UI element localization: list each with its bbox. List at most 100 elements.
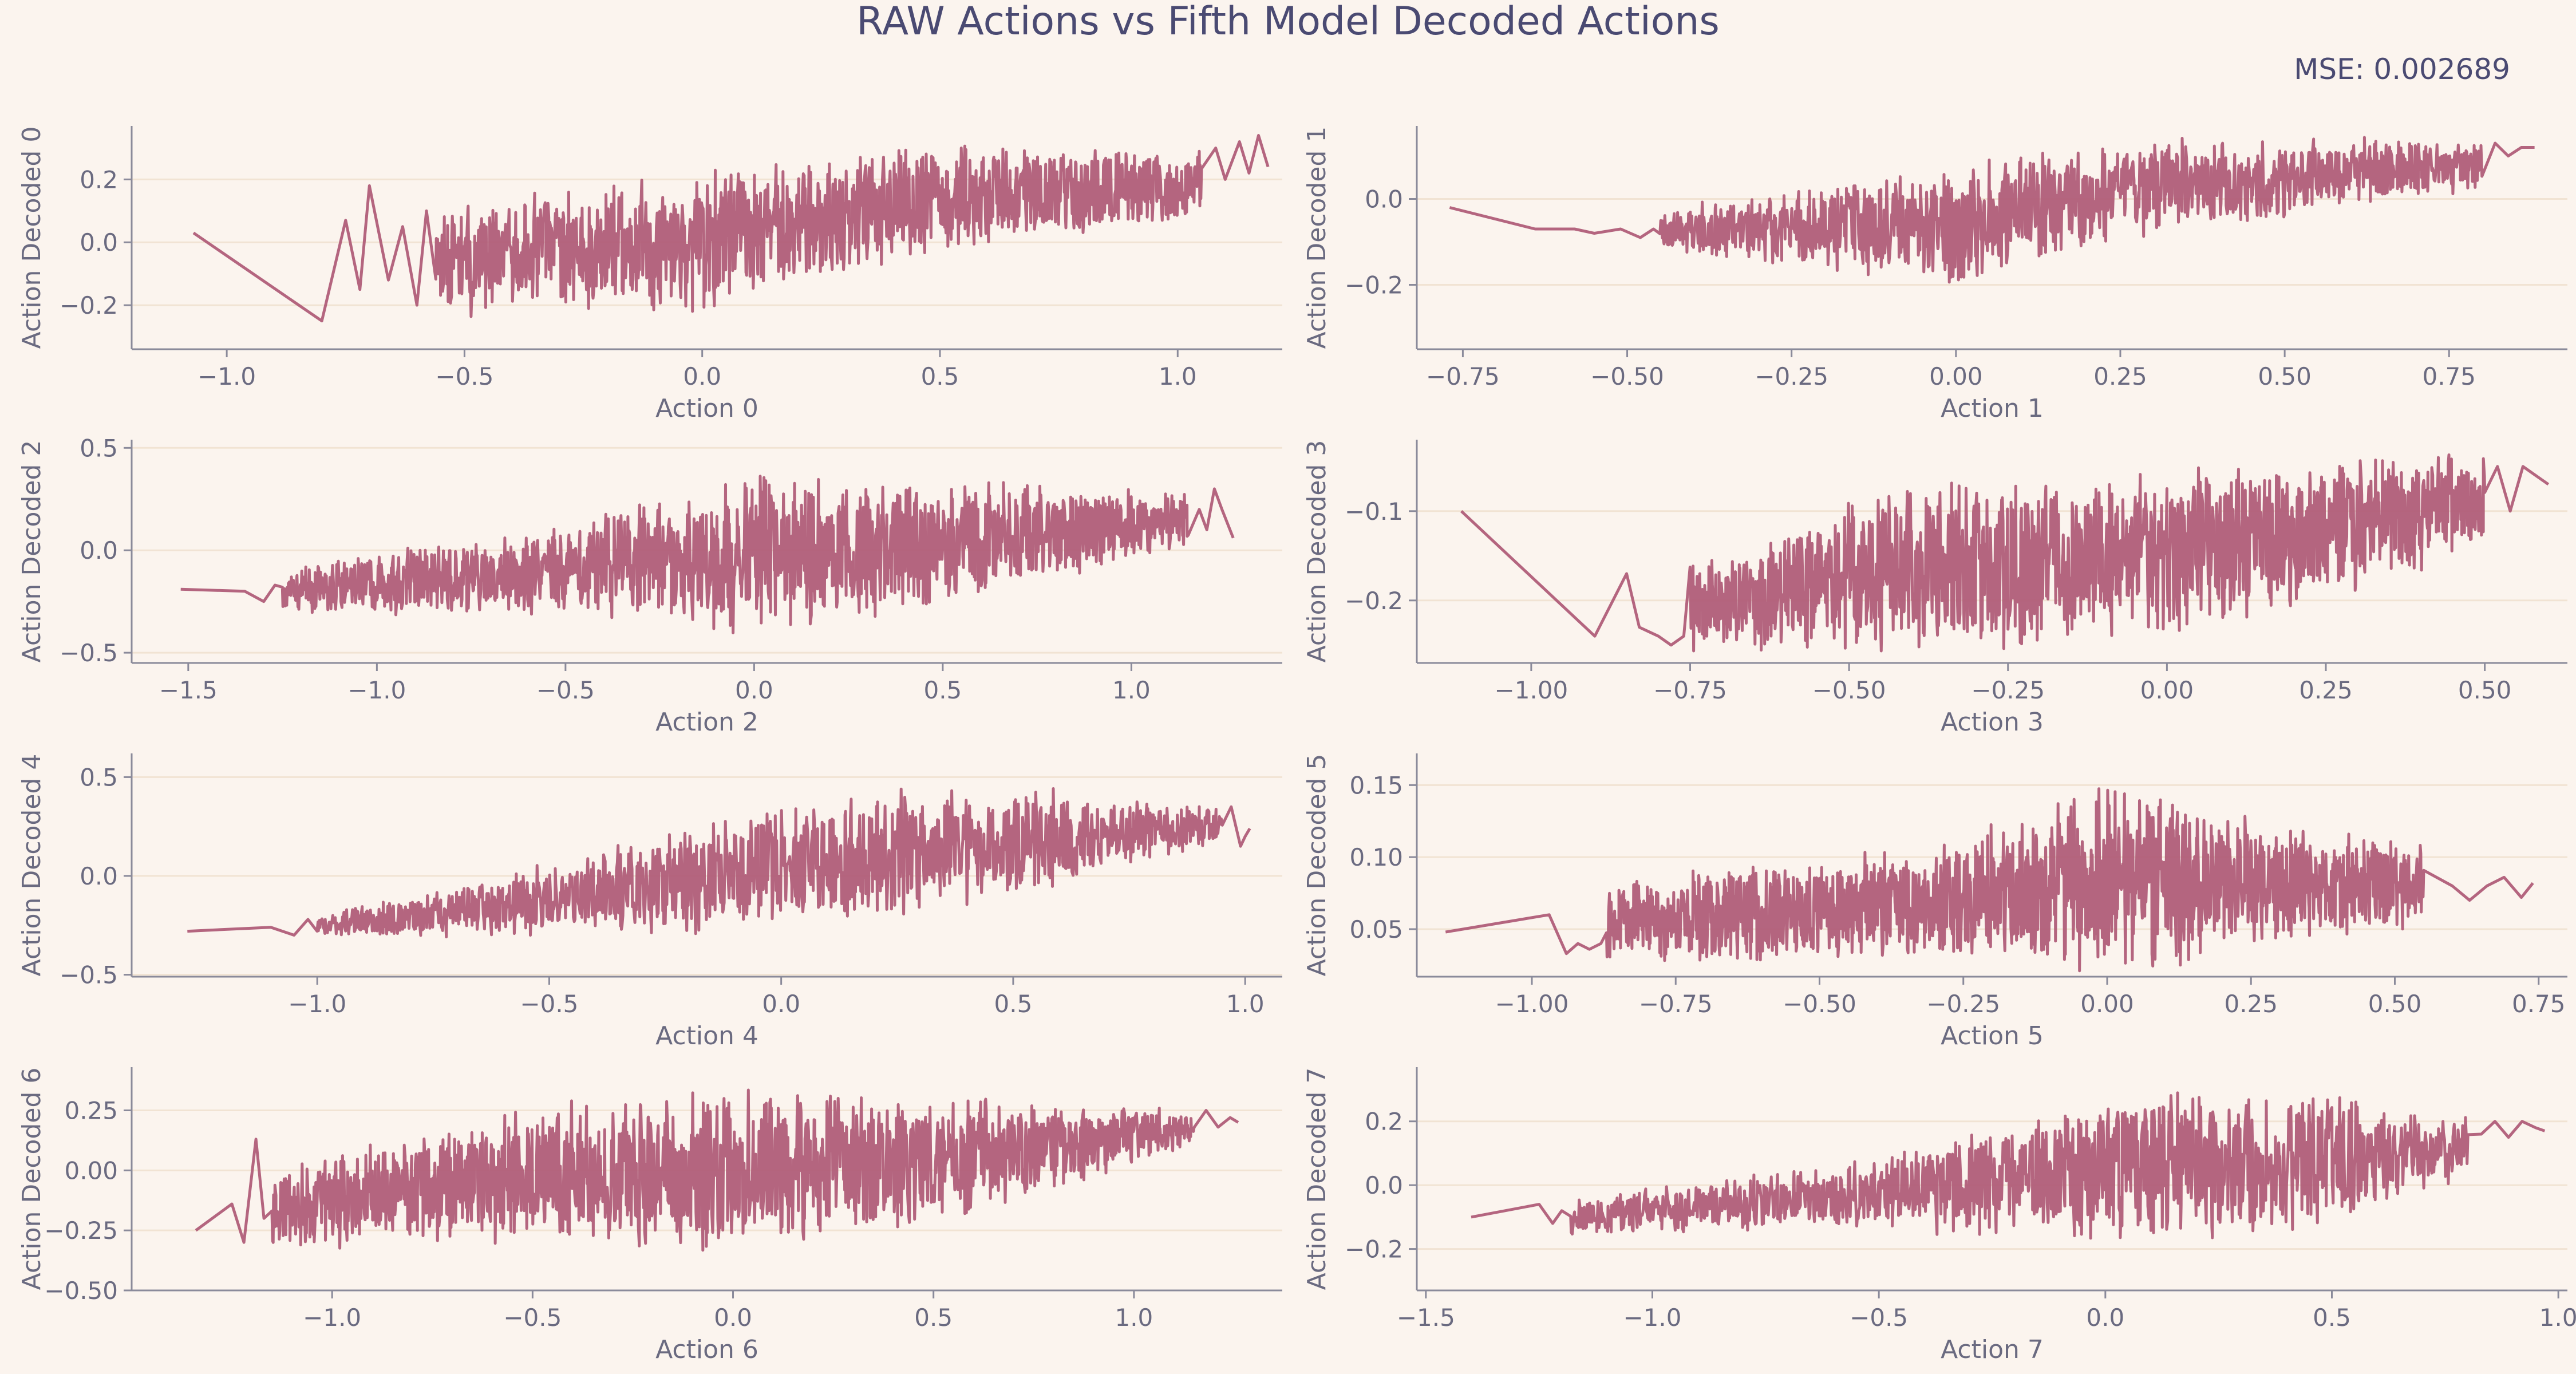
y-axis-label: Action Decoded 6: [17, 1068, 46, 1290]
y-axis-label: Action Decoded 2: [17, 440, 46, 663]
x-tick-label: 1.0: [2539, 1304, 2576, 1332]
x-tick-label: 0.0: [735, 676, 773, 704]
x-tick-label: −0.50: [1590, 362, 1664, 390]
x-tick-label: 1.0: [1112, 676, 1151, 704]
y-axis-label: Action Decoded 0: [17, 127, 46, 349]
y-tick-label: 0.15: [1349, 771, 1403, 799]
y-tick-label: −0.5: [60, 961, 118, 989]
x-tick-label: −1.0: [288, 990, 346, 1018]
y-tick-label: −0.5: [60, 639, 118, 667]
x-tick-label: 0.75: [2422, 362, 2476, 390]
x-tick-label: 0.50: [2458, 676, 2512, 704]
y-tick-label: 0.00: [64, 1156, 118, 1185]
x-tick-label: −0.50: [1783, 990, 1856, 1018]
x-tick-label: 0.00: [2140, 676, 2194, 704]
y-tick-label: −0.2: [1345, 1235, 1403, 1264]
y-tick-label: −0.2: [60, 291, 118, 319]
x-tick-label: 0.0: [714, 1304, 752, 1332]
x-tick-label: 0.5: [994, 990, 1033, 1018]
series-line: [1460, 453, 2550, 653]
x-tick-label: −0.75: [1653, 676, 1727, 704]
x-axis-label: Action 6: [655, 1335, 758, 1364]
x-tick-label: −1.5: [159, 676, 218, 704]
x-axis-label: Action 5: [1941, 1021, 2044, 1051]
x-axis-label: Action 3: [1941, 708, 2044, 737]
x-tick-label: −1.0: [1623, 1304, 1681, 1332]
x-tick-label: −1.00: [1495, 990, 1569, 1018]
subplot-action-1: −0.2 0.0 −0.75 −0.50 −0.25 0.00 0.25 0.50 0.75 Ac…: [1302, 126, 2567, 423]
x-tick-label: −1.00: [1495, 676, 1568, 704]
x-tick-label: −0.75: [1426, 362, 1500, 390]
x-tick-label: 0.0: [762, 990, 800, 1018]
x-tick-label: 0.00: [2080, 990, 2134, 1018]
series-line: [1471, 1091, 2546, 1240]
y-tick-label: 0.0: [80, 862, 118, 890]
x-tick-label: −0.5: [1850, 1304, 1908, 1332]
x-tick-label: −1.0: [197, 362, 256, 390]
x-tick-label: 1.0: [1115, 1304, 1153, 1332]
figure-title: RAW Actions vs Fifth Model Decoded Actio…: [856, 0, 1720, 44]
y-tick-label: 0.0: [80, 228, 118, 256]
x-tick-label: 0.5: [2313, 1304, 2351, 1332]
x-axis-label: Action 7: [1941, 1335, 2044, 1364]
x-tick-label: 1.0: [1226, 990, 1265, 1018]
x-tick-label: 0.5: [923, 676, 962, 704]
x-tick-label: 0.0: [683, 362, 721, 390]
x-tick-label: −1.5: [1397, 1304, 1455, 1332]
y-tick-label: 0.0: [80, 536, 118, 564]
x-tick-label: 0.75: [2512, 990, 2566, 1018]
x-tick-label: −0.25: [1926, 990, 2000, 1018]
x-tick-label: 0.50: [2258, 362, 2312, 390]
y-axis-label: Action Decoded 3: [1302, 440, 1332, 663]
mse-annotation: MSE: 0.002689: [2294, 53, 2510, 86]
series-line: [1445, 787, 2534, 973]
x-tick-label: 0.5: [921, 362, 959, 390]
x-axis-label: Action 2: [655, 708, 758, 737]
y-tick-label: 0.5: [80, 434, 118, 462]
y-tick-label: −0.50: [44, 1277, 118, 1305]
y-tick-label: 0.10: [1349, 843, 1403, 871]
y-axis-label: Action Decoded 7: [1302, 1068, 1332, 1290]
x-axis-label: Action 4: [655, 1021, 758, 1051]
y-axis-label: Action Decoded 1: [1302, 127, 1332, 349]
subplot-grid: −0.2 0.0 0.2 −1.0 −0.5 0.0 0.5 1.0 Action 0 Actio…: [17, 126, 2576, 1364]
x-tick-label: 0.0: [2086, 1304, 2124, 1332]
subplot-action-0: −0.2 0.0 0.2 −1.0 −0.5 0.0 0.5 1.0 Action 0 Actio…: [17, 126, 1282, 423]
y-tick-label: 0.0: [1365, 185, 1403, 214]
y-tick-label: −0.1: [1345, 498, 1403, 526]
x-tick-label: −0.50: [1812, 676, 1886, 704]
subplot-action-2: −0.5 0.0 0.5 −1.5 −1.0 −0.5 0.0 0.5 1.0 Action 2 A…: [17, 434, 1282, 737]
x-tick-label: −0.5: [536, 676, 595, 704]
x-axis-label: Action 1: [1941, 394, 2044, 423]
x-tick-label: 0.00: [1929, 362, 1983, 390]
x-tick-label: −1.0: [347, 676, 406, 704]
series-line: [180, 475, 1235, 634]
x-tick-label: 1.0: [1159, 362, 1197, 390]
y-tick-label: 0.25: [64, 1096, 118, 1124]
series-line: [195, 1088, 1239, 1252]
x-axis-label: Action 0: [655, 394, 758, 423]
subplot-action-3: −0.2 −0.1 −1.00 −0.75 −0.50 −0.25 0.00 0.25 0.50…: [1302, 440, 2567, 737]
subplot-action-4: −0.5 0.0 0.5 −1.0 −0.5 0.0 0.5 1.0 Action 4 Actio…: [17, 753, 1282, 1051]
series-line: [192, 134, 1270, 323]
x-tick-label: −1.0: [303, 1304, 361, 1332]
subplot-action-7: −0.2 0.0 0.2 −1.5 −1.0 −0.5 0.0 0.5 1.0 Action 7 A…: [1302, 1067, 2576, 1364]
series-line: [187, 787, 1251, 938]
y-tick-label: −0.2: [1345, 271, 1403, 299]
y-tick-label: 0.5: [80, 763, 118, 791]
y-axis-label: Action Decoded 5: [1302, 754, 1332, 977]
x-tick-label: −0.25: [1755, 362, 1828, 390]
x-tick-label: 0.25: [2093, 362, 2147, 390]
x-tick-label: 0.25: [2299, 676, 2353, 704]
x-tick-label: 0.25: [2224, 990, 2278, 1018]
x-tick-label: 0.50: [2368, 990, 2422, 1018]
x-tick-label: −0.75: [1639, 990, 1713, 1018]
y-tick-label: 0.2: [80, 165, 118, 194]
y-tick-label: −0.2: [1345, 587, 1403, 615]
x-tick-label: −0.5: [503, 1304, 562, 1332]
x-tick-label: 0.5: [914, 1304, 953, 1332]
series-line: [1449, 136, 2535, 284]
y-tick-label: 0.05: [1349, 915, 1403, 943]
subplot-action-6: −0.50 −0.25 0.00 0.25 −1.0 −0.5 0.0 0.5 1.0 Actio…: [17, 1067, 1282, 1364]
